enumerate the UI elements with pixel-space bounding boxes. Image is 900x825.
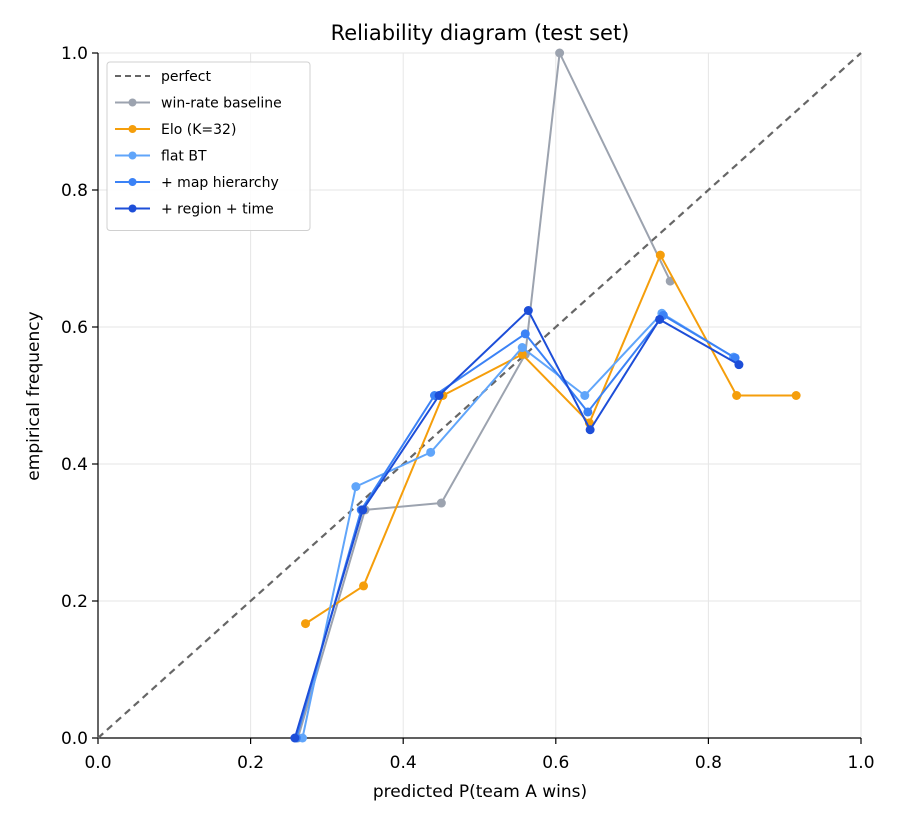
data-point-elo-k-32 (791, 391, 801, 400)
series-map-hierarchy (291, 310, 740, 743)
legend-marker-win-rate-baseline (128, 98, 137, 107)
x-tick-label: 1.0 (847, 753, 874, 773)
y-tick-label: 0.0 (61, 729, 88, 749)
data-point-region-time (434, 391, 444, 400)
y-tick-label: 0.2 (61, 592, 88, 612)
data-point-region-time (358, 505, 368, 515)
data-point-flat-bt (517, 343, 527, 353)
data-point-region-time (523, 306, 533, 316)
series-elo-k-32 (301, 250, 801, 629)
legend-label-flat-bt: flat BT (161, 149, 207, 165)
data-point-win-rate-baseline (436, 498, 446, 508)
legend-label-perfect: perfect (161, 69, 211, 85)
legend-marker-map-hierarchy (128, 178, 137, 186)
data-point-elo-k-32 (655, 250, 665, 260)
x-tick-label: 0.4 (390, 753, 417, 773)
x-axis-label: predicted P(team A wins) (373, 782, 587, 802)
legend-marker-elo-k-32 (128, 125, 137, 133)
legend-label-win-rate-baseline: win-rate baseline (161, 96, 282, 112)
data-point-region-time (290, 733, 300, 743)
x-tick-label: 0.8 (695, 753, 722, 773)
legend-label-region-time: + region + time (161, 202, 274, 218)
chart-title: Reliability diagram (test set) (331, 21, 630, 45)
data-point-region-time (734, 360, 744, 370)
y-tick-label: 0.6 (61, 318, 88, 338)
data-point-map-hierarchy (583, 407, 593, 417)
legend-box (106, 61, 311, 231)
legend: perfect win-rate baseline Elo (K=32) flat B… (106, 61, 311, 231)
y-tick-label: 1.0 (61, 44, 88, 64)
y-tick-label: 0.8 (61, 181, 88, 201)
data-point-flat-bt (351, 482, 361, 492)
x-tick-label: 0.0 (84, 753, 111, 773)
legend-marker-flat-bt (128, 151, 137, 160)
series-win-rate-baseline (293, 48, 675, 743)
series-layer (97, 48, 862, 743)
x-tick-label: 0.2 (237, 753, 264, 773)
data-point-flat-bt (580, 391, 590, 400)
data-point-elo-k-32 (359, 581, 369, 591)
data-point-elo-k-32 (517, 349, 527, 359)
y-tick-label: 0.4 (61, 455, 88, 475)
legend-label-elo-k-32: Elo (K=32) (161, 122, 236, 138)
x-tick-label: 0.6 (542, 753, 569, 773)
axes-spines (97, 53, 861, 739)
legend-marker-region-time (128, 204, 137, 213)
data-point-win-rate-baseline (555, 48, 565, 58)
series-line-elo-k-32 (304, 254, 797, 625)
series-flat-bt (297, 308, 739, 743)
data-point-region-time (655, 314, 665, 324)
axis-ticks: 0.0 0.2 0.4 0.6 0.8 1.0 0.0 0.2 0.4 0.6 0.8 1.0 (61, 44, 875, 773)
data-point-flat-bt (426, 447, 436, 457)
series-region-time (290, 306, 744, 743)
legend-label-map-hierarchy: + map hierarchy (161, 175, 279, 191)
data-point-elo-k-32 (301, 619, 311, 629)
series-line-map-hierarchy (295, 314, 736, 739)
series-perfect (97, 52, 862, 739)
y-axis-label: empirical frequency (24, 311, 44, 480)
data-point-elo-k-32 (732, 391, 742, 400)
series-line-flat-bt (301, 312, 735, 739)
series-line-win-rate-baseline (296, 52, 672, 739)
data-point-map-hierarchy (520, 329, 530, 339)
series-line-perfect (97, 52, 862, 739)
data-point-region-time (585, 425, 595, 435)
